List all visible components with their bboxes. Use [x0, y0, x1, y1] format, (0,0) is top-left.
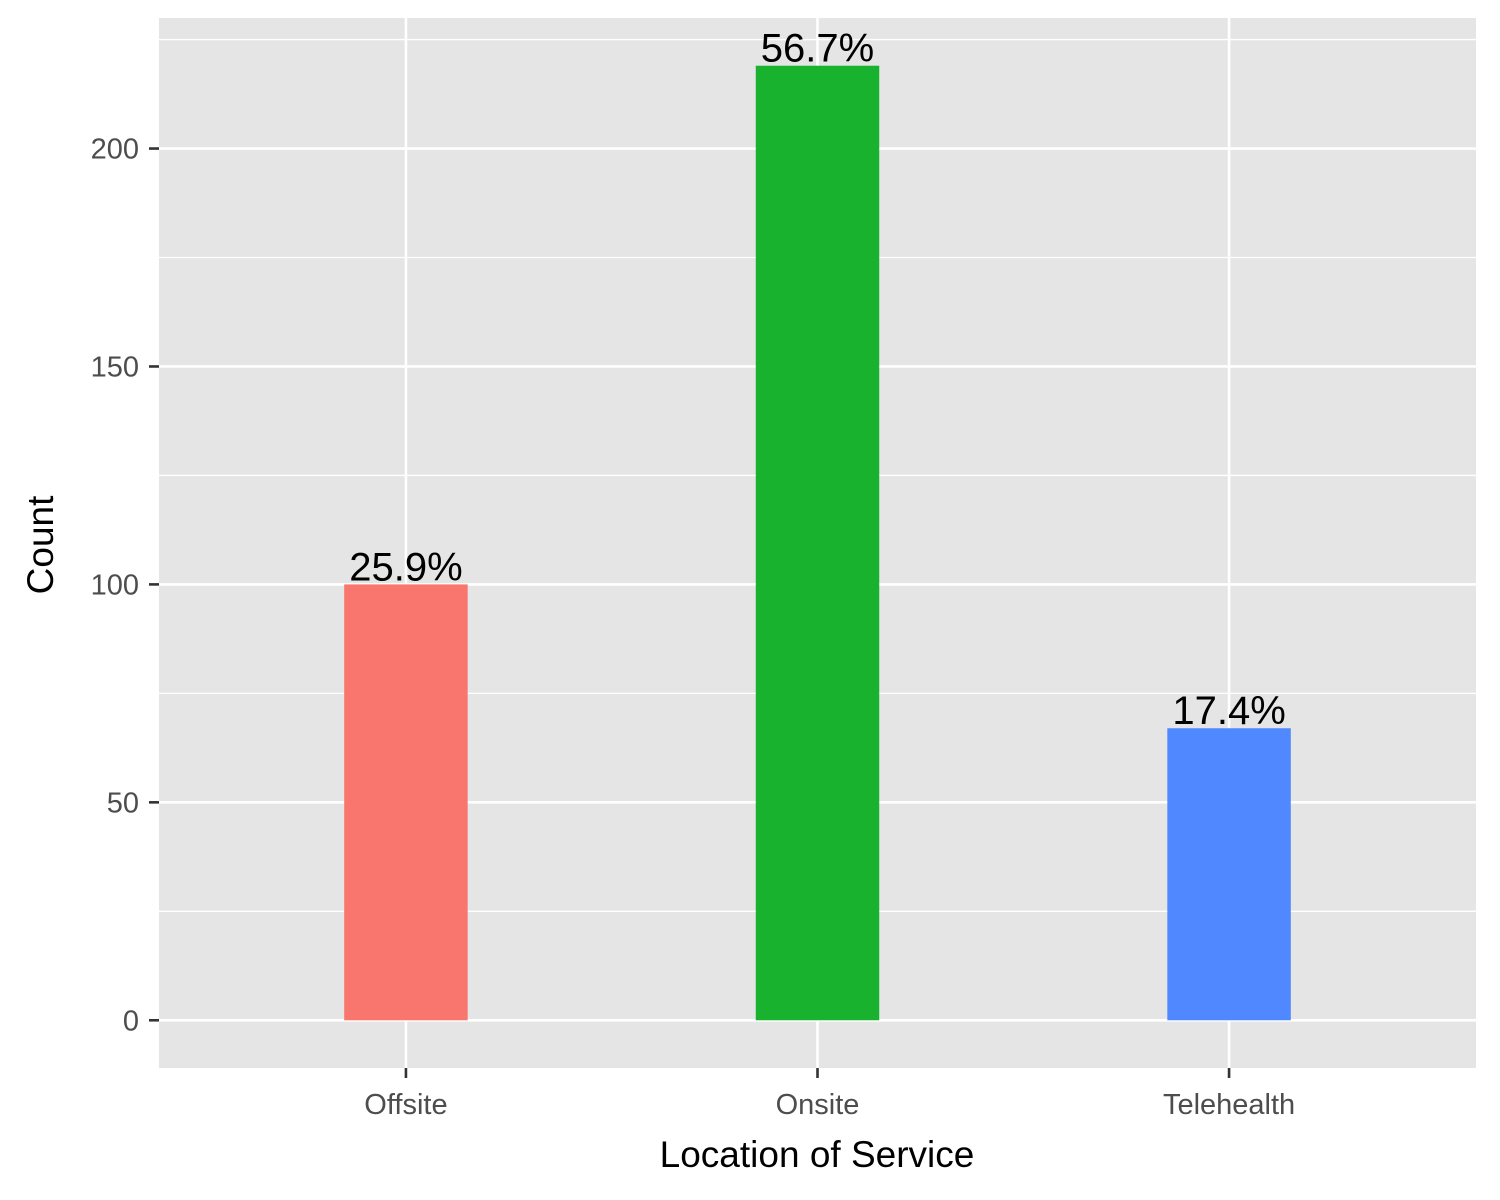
x-axis: Offsite Onsite Telehealth [364, 1068, 1295, 1121]
y-tick-label: 50 [107, 787, 139, 819]
bar-telehealth [1167, 728, 1291, 1021]
data-label: 25.9% [349, 545, 462, 589]
bars [344, 65, 1291, 1021]
bar-onsite [755, 65, 880, 1021]
x-tick-label: Onsite [776, 1089, 860, 1121]
data-labels: 25.9% 56.7% 17.4% [349, 27, 1286, 734]
y-tick-label: 150 [91, 351, 139, 383]
x-axis-title: Location of Service [660, 1134, 975, 1175]
x-tick-label: Telehealth [1163, 1089, 1295, 1121]
y-tick-label: 0 [123, 1005, 139, 1037]
y-axis: 0 50 100 150 200 [91, 134, 159, 1037]
x-tick-label: Offsite [364, 1089, 447, 1121]
y-tick-label: 100 [91, 569, 139, 601]
bar-offsite [344, 584, 468, 1021]
data-label: 17.4% [1172, 689, 1285, 733]
y-axis-title: Count [20, 495, 61, 594]
data-label: 56.7% [761, 27, 874, 71]
y-tick-label: 200 [91, 134, 139, 166]
